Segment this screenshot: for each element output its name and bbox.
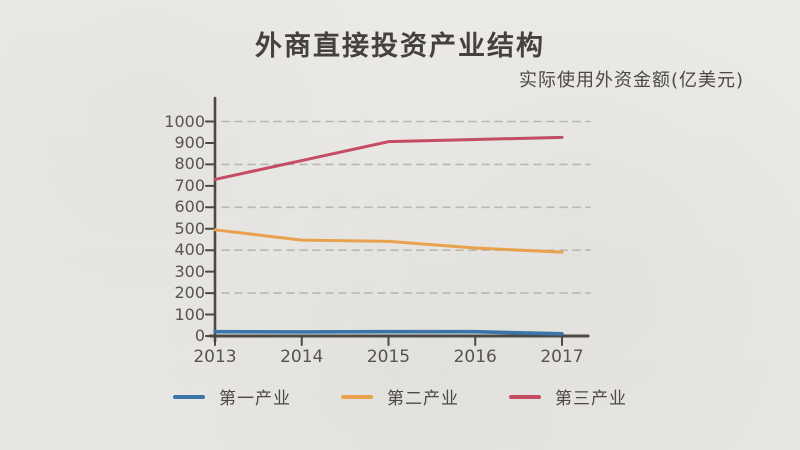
- legend-label-tertiary: 第三产业: [555, 389, 627, 409]
- chart-legend: 第一产业 第二产业 第三产业: [0, 384, 800, 409]
- legend-item-primary-industry: 第一产业: [173, 384, 291, 409]
- series-line-tertiary: [213, 135, 564, 181]
- legend-marker-secondary-line: [341, 394, 373, 399]
- series-line-primary: [213, 329, 564, 336]
- legend-item-tertiary-industry: 第三产业: [509, 384, 627, 409]
- legend-marker-primary-line: [173, 394, 205, 399]
- legend-label-secondary: 第二产业: [387, 389, 459, 409]
- legend-label-primary: 第一产业: [219, 389, 291, 409]
- chart-subtitle: 实际使用外资金额(亿美元): [518, 70, 744, 91]
- series-line-secondary: [213, 228, 564, 254]
- chart-title: 外商直接投资产业结构: [255, 31, 545, 62]
- legend-item-secondary-industry: 第二产业: [341, 384, 459, 409]
- legend-marker-tertiary-line: [509, 394, 541, 399]
